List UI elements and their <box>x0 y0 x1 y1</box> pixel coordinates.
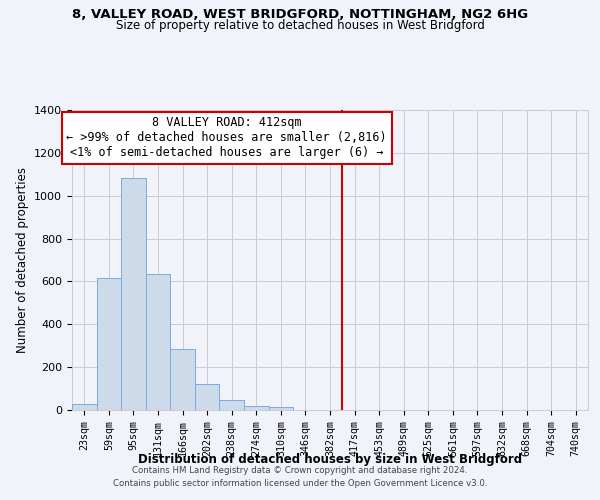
Bar <box>244 406 269 410</box>
Text: Size of property relative to detached houses in West Bridgford: Size of property relative to detached ho… <box>116 19 484 32</box>
Bar <box>220 400 244 410</box>
Bar <box>195 384 220 410</box>
Bar <box>97 278 121 410</box>
Text: Distribution of detached houses by size in West Bridgford: Distribution of detached houses by size … <box>138 452 522 466</box>
Bar <box>269 407 293 410</box>
Bar <box>72 404 97 410</box>
Bar <box>170 349 195 410</box>
Text: Contains HM Land Registry data © Crown copyright and database right 2024.
Contai: Contains HM Land Registry data © Crown c… <box>113 466 487 487</box>
Text: 8 VALLEY ROAD: 412sqm
← >99% of detached houses are smaller (2,816)
<1% of semi-: 8 VALLEY ROAD: 412sqm ← >99% of detached… <box>67 116 387 160</box>
Text: 8, VALLEY ROAD, WEST BRIDGFORD, NOTTINGHAM, NG2 6HG: 8, VALLEY ROAD, WEST BRIDGFORD, NOTTINGH… <box>72 8 528 20</box>
Bar <box>146 274 170 410</box>
Bar <box>121 178 146 410</box>
Y-axis label: Number of detached properties: Number of detached properties <box>16 167 29 353</box>
